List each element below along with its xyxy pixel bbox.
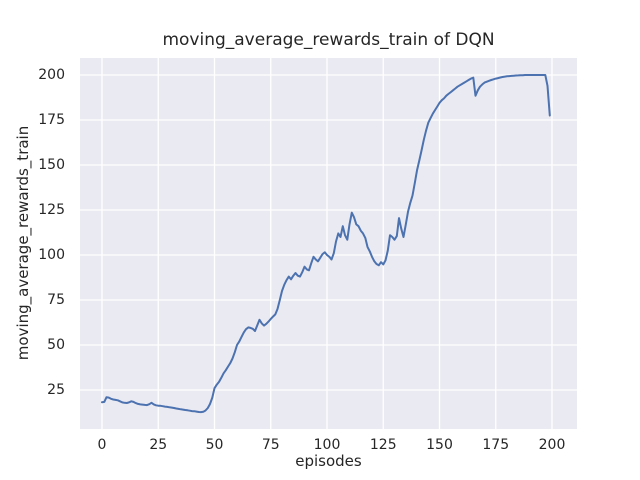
x-tick-label: 75 (261, 437, 280, 453)
y-tick-label: 75 (47, 291, 65, 308)
plot-area (80, 58, 577, 429)
y-tick-label: 100 (38, 246, 65, 263)
y-tick-label: 150 (38, 156, 65, 173)
x-tick-label: 125 (369, 437, 397, 453)
chart-title: moving_average_rewards_train of DQN (162, 30, 495, 50)
x-axis-label: episodes (295, 452, 362, 470)
plot-background (80, 58, 577, 429)
line-chart-canvas (80, 58, 577, 429)
y-axis-label: moving_average_rewards_train (14, 125, 32, 361)
x-tick-label: 0 (97, 437, 107, 453)
y-tick-label: 125 (38, 201, 65, 218)
x-tick-label: 100 (313, 437, 341, 453)
x-tick-label: 25 (149, 437, 168, 453)
data-line (101, 74, 551, 414)
y-tick-label: 200 (38, 66, 65, 83)
x-tick-label: 175 (482, 437, 510, 453)
x-tick-label: 150 (426, 437, 453, 453)
x-tick-label: 50 (205, 437, 224, 453)
x-tick-label: 200 (538, 437, 566, 453)
y-tick-label: 175 (38, 111, 65, 128)
y-tick-label: 25 (47, 381, 65, 398)
y-tick-label: 50 (47, 336, 65, 353)
